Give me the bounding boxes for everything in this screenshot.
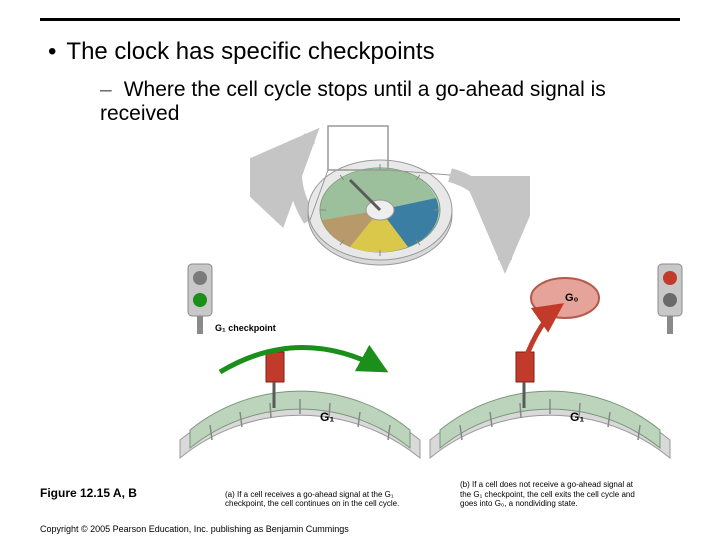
bullet-text: The clock has specific checkpoints: [66, 38, 434, 65]
main-bullet: • The clock has specific checkpoints: [48, 38, 680, 66]
g1-label-right: G₁: [570, 410, 584, 424]
g0-label: G₀: [565, 292, 579, 304]
sub-text: Where the cell cycle stops until a go-ah…: [100, 78, 606, 125]
right-arc: [420, 300, 680, 470]
figure-ref: Figure 12.15 A, B: [40, 486, 137, 500]
bullet-dot: •: [48, 38, 56, 65]
caption-b: (b) If a cell does not receive a go-ahea…: [460, 480, 640, 508]
sub-dash: –: [100, 78, 112, 101]
g1-label-left: G₁: [320, 410, 334, 424]
caption-a: (a) If a cell receives a go-ahead signal…: [225, 490, 405, 508]
copyright: Copyright © 2005 Pearson Education, Inc.…: [40, 524, 349, 534]
top-rule: [40, 18, 680, 21]
g1-checkpoint-label: G₁ checkpoint: [215, 323, 276, 333]
traffic-light-left: [180, 260, 220, 340]
left-arc: [170, 330, 430, 470]
